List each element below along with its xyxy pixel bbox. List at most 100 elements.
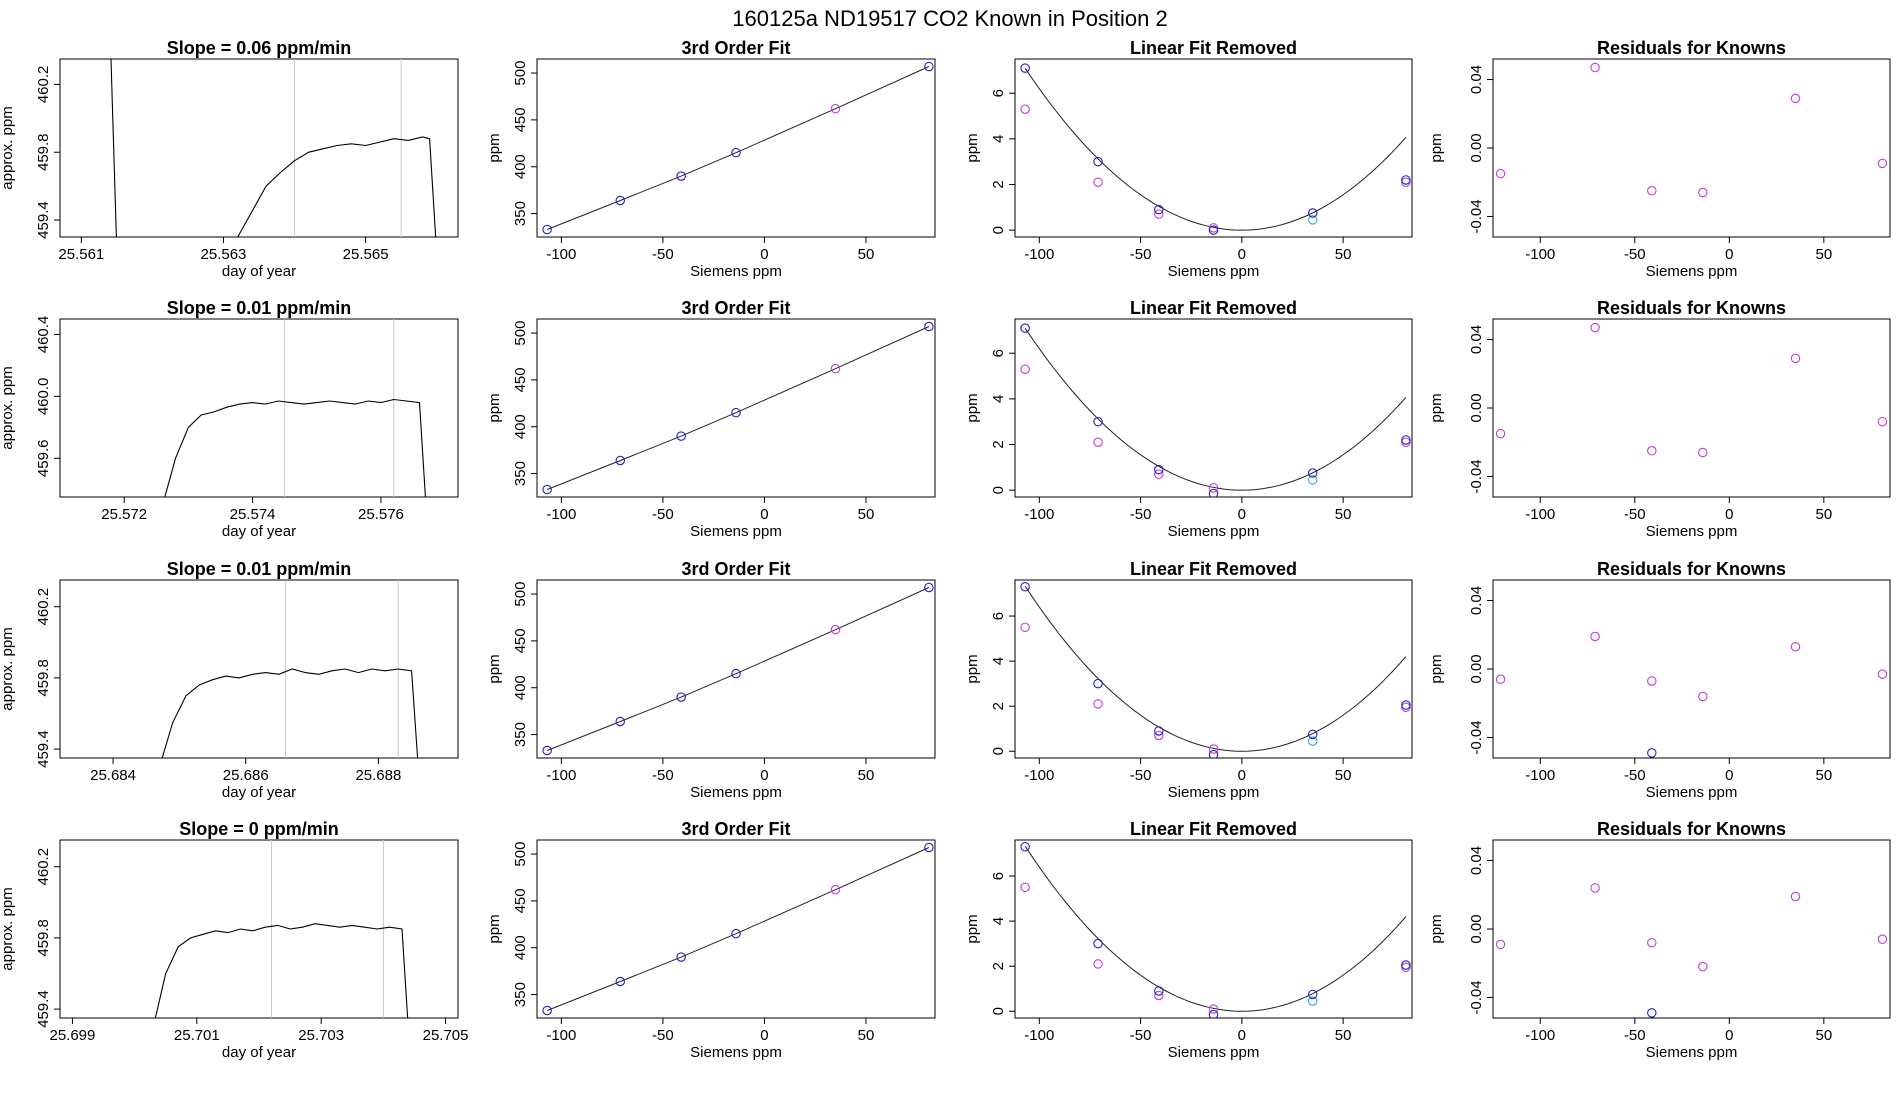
residuals-panel: Residuals for Knowns -100 -50 0 50 Siemens pp…: [1428, 819, 1891, 1061]
x-tick-label: -100: [1525, 246, 1555, 263]
fit-curve-line: [547, 326, 930, 490]
panel-title: Slope = 0 ppm/min: [179, 819, 339, 839]
residual-point: [1495, 168, 1506, 179]
y-tick-label: 450: [512, 107, 529, 132]
x-tick-label: -50: [1130, 246, 1152, 263]
x-tick-label: -100: [546, 246, 576, 263]
x-tick-label: 50: [1335, 767, 1352, 784]
residual-point: [1647, 186, 1657, 196]
fit-point: [830, 624, 841, 635]
fit-point: [731, 407, 741, 418]
x-tick-label: -50: [652, 246, 674, 263]
x-tick-label: 50: [1335, 506, 1352, 523]
blue-point: [1308, 729, 1318, 740]
y-axis-label: approx. ppm: [0, 106, 16, 189]
panel-row-3: Slope = 0.01 ppm/min 25.684 25.686 25.688 da…: [0, 559, 1891, 801]
blue-point: [1401, 960, 1411, 970]
cyan-point: [1308, 475, 1318, 485]
y-axis-label: ppm: [1428, 133, 1445, 162]
residual-point: [1495, 674, 1506, 685]
x-tick-label: 25.705: [423, 1027, 469, 1044]
y-tick-label: 460.4: [35, 316, 52, 354]
residual-point: [1495, 939, 1506, 950]
blue-point: [1308, 468, 1318, 478]
panel-title: Linear Fit Removed: [1130, 559, 1297, 579]
x-tick-label: -50: [1624, 767, 1646, 784]
y-tick-label: 0: [990, 486, 1007, 494]
x-tick-label: 25.572: [101, 506, 147, 523]
y-tick-label: 459.8: [35, 659, 52, 697]
magenta-point: [1093, 437, 1103, 447]
y-tick-label: 0.04: [1468, 65, 1485, 94]
fit-point: [924, 321, 934, 332]
fit-point: [924, 61, 934, 72]
x-axis-label: Siemens ppm: [690, 523, 782, 540]
x-tick-label: 25.565: [343, 246, 389, 263]
y-axis-label: ppm: [486, 654, 503, 683]
blue-point: [1208, 225, 1219, 235]
y-tick-label: 0.00: [1468, 393, 1485, 422]
data-layer: [110, 59, 437, 237]
residual-point: [1647, 937, 1657, 948]
data-layer: [542, 582, 934, 756]
residual-point: [1790, 353, 1801, 364]
x-tick-label: -100: [1024, 1027, 1054, 1044]
blue-point: [1308, 989, 1318, 1000]
fit-curve-line: [547, 66, 930, 230]
y-tick-label: -0.04: [1468, 980, 1485, 1014]
cyan-point: [1308, 215, 1318, 225]
x-tick-label: 0: [760, 506, 768, 523]
panel-title: 3rd Order Fit: [681, 38, 790, 58]
fit-panel: 3rd Order Fit -100 -50 0 50 Siemens ppm 350 400…: [486, 38, 936, 280]
x-axis-label: day of year: [222, 523, 296, 540]
y-tick-label: -0.04: [1468, 720, 1485, 754]
y-tick-label: 0.00: [1468, 654, 1485, 683]
x-tick-label: 0: [1238, 1027, 1246, 1044]
x-tick-label: 0: [760, 1027, 768, 1044]
x-tick-label: -100: [546, 1027, 576, 1044]
y-axis-label: ppm: [486, 133, 503, 162]
plot-frame: [1014, 579, 1413, 759]
data-layer: [542, 321, 934, 495]
residual-point: [1790, 641, 1801, 652]
x-tick-label: 25.703: [298, 1027, 344, 1044]
residual-point: [1790, 891, 1801, 902]
residual-point-blue: [1647, 1008, 1657, 1018]
blue-point: [1208, 749, 1219, 758]
y-tick-label: 6: [990, 612, 1007, 620]
magenta-point: [1401, 962, 1411, 973]
x-axis-label: day of year: [222, 1044, 296, 1061]
blue-point: [1020, 323, 1030, 333]
magenta-point: [1401, 702, 1411, 713]
magenta-point: [1154, 730, 1164, 741]
y-axis-label: approx. ppm: [0, 366, 16, 449]
x-tick-label: -50: [1624, 1027, 1646, 1044]
data-layer: [1495, 883, 1888, 1018]
panel-title: Slope = 0.01 ppm/min: [167, 559, 352, 579]
blue-point: [1154, 986, 1164, 996]
plot-frame: [1014, 318, 1413, 498]
data-layer: [1020, 582, 1411, 758]
magenta-point: [1401, 177, 1411, 187]
residuals-panel: Residuals for Knowns -100 -50 0 50 Siemens pp…: [1428, 38, 1891, 280]
y-axis-label: ppm: [1428, 654, 1445, 683]
y-tick-label: 459.8: [35, 133, 52, 171]
y-tick-label: 460.2: [35, 66, 52, 104]
x-tick-label: 0: [1238, 767, 1246, 784]
y-tick-label: 460.2: [35, 588, 52, 626]
y-tick-label: 6: [990, 89, 1007, 97]
panel-title: Residuals for Knowns: [1597, 559, 1786, 579]
fit-point: [615, 716, 626, 727]
fit-point: [924, 582, 934, 593]
x-tick-label: 25.701: [174, 1027, 220, 1044]
residual-point: [1590, 322, 1600, 333]
blue-point: [1401, 700, 1411, 710]
co2-trace-line: [164, 398, 426, 497]
x-axis-label: Siemens ppm: [1646, 1044, 1738, 1061]
y-tick-label: 2: [990, 702, 1007, 710]
x-tick-label: 50: [1335, 1027, 1352, 1044]
x-tick-label: 0: [1725, 246, 1733, 263]
x-tick-label: -50: [1624, 506, 1646, 523]
